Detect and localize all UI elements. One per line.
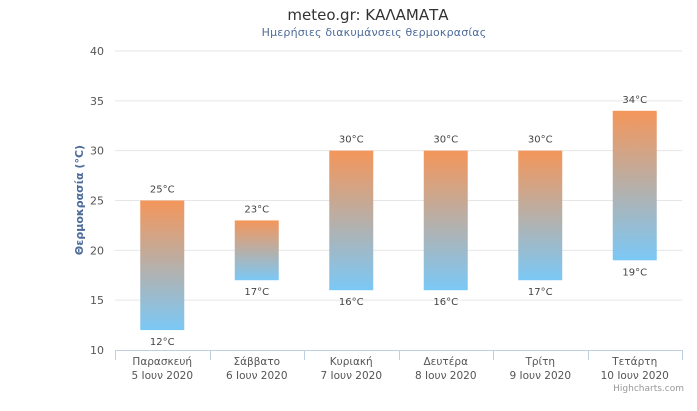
low-label: 19°C	[622, 267, 647, 278]
range-bar[interactable]	[329, 150, 374, 291]
x-tick-date: 10 Ιουν 2020	[601, 370, 669, 382]
x-tick-day: Δευτέρα	[423, 356, 468, 368]
range-bar[interactable]	[140, 200, 185, 331]
x-tick-day: Σάββατο	[233, 356, 280, 368]
x-tick-day: Τρίτη	[524, 356, 555, 368]
y-tick-label: 40	[90, 45, 104, 58]
high-label: 30°C	[339, 135, 364, 146]
x-tick-day: Παρασκευή	[132, 356, 192, 368]
high-label: 34°C	[622, 95, 647, 106]
chart-title: meteo.gr: ΚΑΛΑΜΑΤΑ	[287, 6, 449, 24]
range-bar[interactable]	[234, 220, 279, 281]
low-label: 17°C	[528, 287, 553, 298]
low-label: 16°C	[433, 297, 458, 308]
y-tick-label: 10	[90, 344, 104, 357]
range-bar[interactable]	[612, 110, 657, 261]
grid: 10 15 20 25 30 35 40	[90, 45, 682, 357]
bars	[140, 110, 657, 331]
y-tick-label: 25	[90, 195, 104, 208]
y-axis-title: Θερμοκρασία (°C)	[73, 145, 86, 255]
x-tick-date: 6 Ιουν 2020	[226, 370, 288, 382]
y-tick-label: 35	[90, 95, 104, 108]
y-tick-label: 30	[90, 145, 104, 158]
chart-subtitle: Ημερήσιες διακυμάνσεις θερμοκρασίας	[262, 26, 487, 39]
x-tick-date: 8 Ιουν 2020	[415, 370, 477, 382]
high-label: 23°C	[244, 204, 269, 215]
y-tick-label: 15	[90, 294, 104, 307]
x-axis: Παρασκευή 5 Ιουν 2020 Σάββατο 6 Ιουν 2020 Κυ…	[115, 350, 683, 382]
x-tick-date: 7 Ιουν 2020	[320, 370, 382, 382]
credits-link[interactable]: Highcharts.com	[613, 384, 684, 394]
high-label: 30°C	[433, 135, 458, 146]
data-labels: 25°C 12°C 23°C 17°C 30°C 16°C 30°C 16°C 30°C 17°C…	[150, 95, 647, 348]
x-tick-date: 9 Ιουν 2020	[509, 370, 571, 382]
x-tick-day: Τετάρτη	[611, 356, 657, 368]
low-label: 16°C	[339, 297, 364, 308]
low-label: 12°C	[150, 337, 175, 348]
y-tick-label: 20	[90, 244, 104, 257]
x-tick-day: Κυριακή	[330, 356, 373, 368]
range-bar[interactable]	[518, 150, 563, 281]
x-tick-date: 5 Ιουν 2020	[131, 370, 193, 382]
low-label: 17°C	[244, 287, 269, 298]
high-label: 25°C	[150, 185, 175, 196]
high-label: 30°C	[528, 135, 553, 146]
range-bar[interactable]	[423, 150, 468, 291]
